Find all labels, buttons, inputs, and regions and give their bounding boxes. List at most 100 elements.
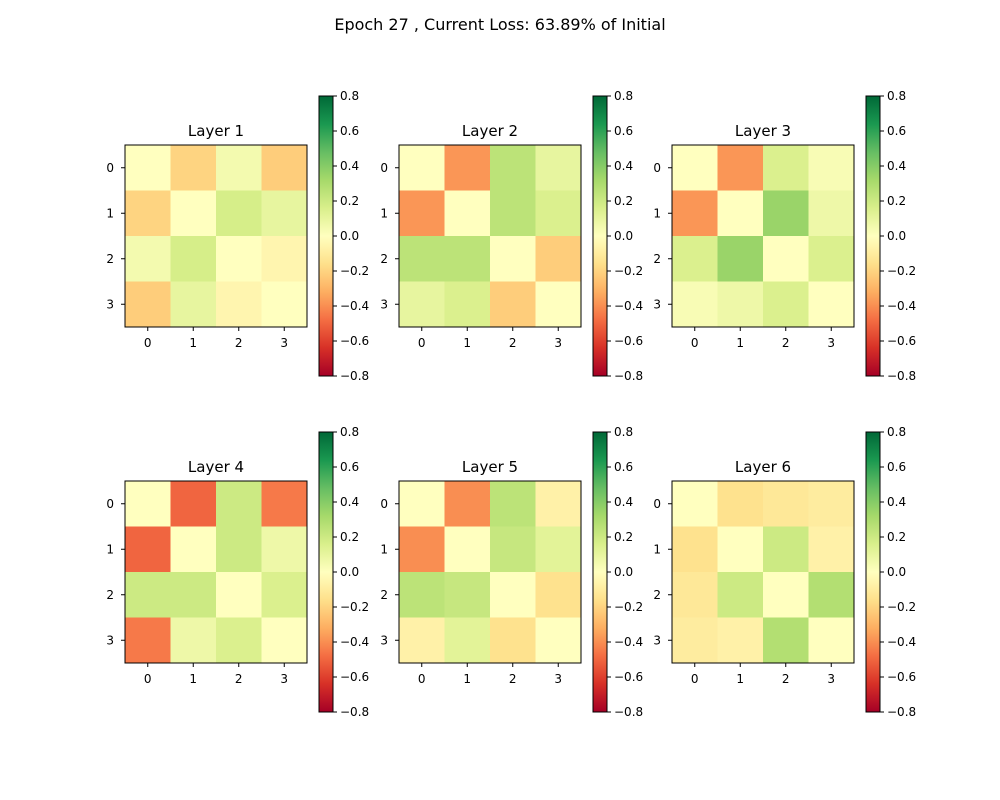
heatmap-cell — [216, 281, 262, 328]
colorbar — [593, 96, 607, 376]
heatmap-cell — [261, 145, 308, 191]
y-tick-label: 1 — [653, 542, 661, 556]
heatmap-cell — [261, 526, 308, 573]
colorbar-tick-label: −0.2 — [887, 600, 916, 614]
heatmap-cell — [717, 617, 764, 664]
x-tick-label: 2 — [235, 336, 243, 350]
heatmap-cell — [763, 572, 809, 618]
colorbar-tick-label: −0.8 — [614, 369, 643, 383]
heatmap-cell — [216, 236, 262, 282]
colorbar-tick-label: −0.6 — [887, 334, 916, 348]
colorbar-tick-label: 0.4 — [340, 159, 359, 173]
y-tick-label: 0 — [653, 497, 661, 511]
colorbar-tick-label: 0.2 — [340, 530, 359, 544]
colorbar-tick-label: 0.6 — [340, 124, 359, 138]
heatmap-cell — [399, 572, 445, 618]
colorbar-tick-label: 0.2 — [614, 530, 633, 544]
y-tick-label: 0 — [380, 497, 388, 511]
colorbar-tick-label: −0.8 — [340, 705, 369, 719]
heatmap-cell — [535, 236, 582, 282]
colorbar-tick-label: −0.6 — [614, 670, 643, 684]
colorbar-tick-label: 0.4 — [614, 495, 633, 509]
colorbar — [866, 96, 880, 376]
colorbar-tick-label: −0.8 — [340, 369, 369, 383]
heatmap-cell — [490, 236, 536, 282]
heatmap-cell — [444, 236, 491, 282]
x-tick-label: 2 — [509, 336, 517, 350]
y-tick-label: 2 — [380, 252, 388, 266]
colorbar-tick-label: −0.2 — [340, 600, 369, 614]
colorbar-tick-label: −0.2 — [614, 264, 643, 278]
colorbar-tick-label: 0.8 — [340, 425, 359, 439]
heatmap-cell — [170, 617, 217, 664]
heatmap-cell — [763, 145, 809, 191]
heatmap-cell — [672, 281, 718, 328]
y-tick-label: 2 — [653, 588, 661, 602]
x-tick-label: 3 — [827, 336, 835, 350]
colorbar-tick-label: −0.8 — [887, 369, 916, 383]
heatmap-cell — [490, 526, 536, 573]
axes-frame — [671, 144, 855, 328]
heatmap-cell — [170, 281, 217, 328]
y-tick-label: 0 — [106, 497, 114, 511]
colorbar-tick-label: 0.2 — [887, 194, 906, 208]
heatmap-cell — [763, 236, 809, 282]
panel-title: Layer 2 — [462, 122, 518, 140]
heatmap-cell — [216, 145, 262, 191]
colorbar-tick-label: −0.4 — [887, 635, 916, 649]
x-tick-label: 0 — [418, 672, 426, 686]
colorbar-tick-label: −0.4 — [887, 299, 916, 313]
heatmap-cell — [490, 145, 536, 191]
colorbar-tick-label: 0.0 — [614, 565, 633, 579]
heatmap-cell — [170, 190, 217, 237]
panel-title: Layer 3 — [735, 122, 791, 140]
heatmap-cell — [125, 572, 171, 618]
heatmap-cell — [125, 481, 171, 527]
colorbar-tick-label: 0.6 — [614, 460, 633, 474]
y-tick-label: 2 — [106, 588, 114, 602]
heatmap-panel: Layer 1 0 1 2 3 0 1 2 3 0.8 0.6 0.4 0.2 0.0 −0.2 −0.4 −0… — [106, 89, 369, 383]
y-tick-label: 3 — [106, 297, 114, 311]
y-tick-label: 1 — [106, 206, 114, 220]
colorbar-tick-label: −0.2 — [340, 264, 369, 278]
heatmap-panel: Layer 4 0 1 2 3 0 1 2 3 0.8 0.6 0.4 0.2 0.0 −0.2 −0.4 −0… — [106, 425, 369, 719]
colorbar-tick-label: −0.2 — [887, 264, 916, 278]
colorbar-tick-label: −0.6 — [340, 670, 369, 684]
heatmap-cell — [399, 526, 445, 573]
heatmap-cell — [808, 526, 855, 573]
y-tick-label: 0 — [653, 161, 661, 175]
heatmap-cell — [444, 481, 491, 527]
colorbar-tick-label: −0.6 — [340, 334, 369, 348]
heatmap-cell — [170, 145, 217, 191]
heatmap-cell — [125, 526, 171, 573]
colorbar-tick-label: 0.4 — [340, 495, 359, 509]
heatmap-cell — [763, 190, 809, 237]
heatmap-cell — [399, 145, 445, 191]
x-tick-label: 0 — [144, 672, 152, 686]
heatmap-cell — [763, 281, 809, 328]
colorbar-tick-label: 0.2 — [340, 194, 359, 208]
heatmap-cell — [672, 526, 718, 573]
heatmap-cell — [535, 572, 582, 618]
colorbar-tick-label: 0.0 — [340, 229, 359, 243]
heatmap-cell — [717, 526, 764, 573]
colorbar-tick-label: −0.4 — [614, 635, 643, 649]
colorbar-tick-label: 0.6 — [340, 460, 359, 474]
y-tick-label: 3 — [106, 633, 114, 647]
heatmap-cell — [125, 145, 171, 191]
x-tick-label: 3 — [280, 336, 288, 350]
colorbar-tick-label: 0.2 — [887, 530, 906, 544]
panel-title: Layer 5 — [462, 458, 518, 476]
heatmap-cell — [717, 281, 764, 328]
heatmap-cell — [672, 617, 718, 664]
colorbar-tick-label: −0.6 — [614, 334, 643, 348]
heatmap-cell — [125, 190, 171, 237]
axes-frame — [398, 144, 582, 328]
heatmap-cell — [261, 572, 308, 618]
heatmap-cell — [216, 572, 262, 618]
heatmap-cell — [490, 572, 536, 618]
x-tick-label: 1 — [736, 672, 744, 686]
x-tick-label: 3 — [280, 672, 288, 686]
heatmap-cell — [444, 281, 491, 328]
x-tick-label: 2 — [782, 336, 790, 350]
